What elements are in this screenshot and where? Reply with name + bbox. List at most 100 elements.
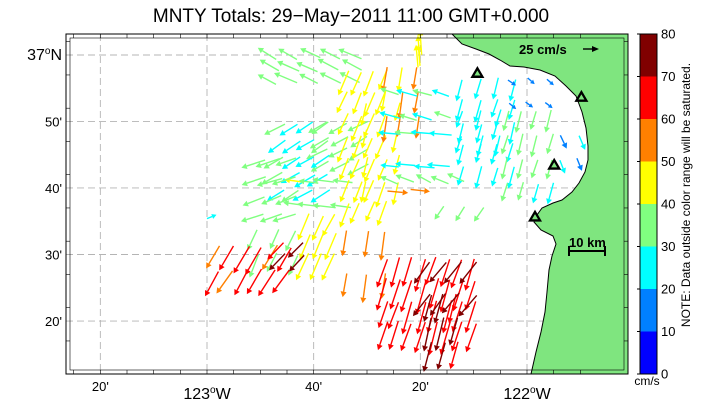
current-vector-head <box>322 229 328 237</box>
current-vector <box>527 77 533 82</box>
latitude-labels: 37oN 50' 40' 30' 20' <box>27 46 62 329</box>
current-vector <box>272 139 286 151</box>
current-vector <box>518 182 525 196</box>
current-vector-head <box>473 215 480 222</box>
current-vector-head <box>337 128 344 136</box>
current-vector <box>312 121 328 131</box>
current-vector-head <box>441 327 448 334</box>
current-vector <box>476 166 483 184</box>
current-vector-head <box>329 202 336 209</box>
current-vector <box>352 115 363 137</box>
current-vector <box>429 321 438 351</box>
colorbar-segment <box>640 331 657 374</box>
current-vector-head <box>463 284 470 291</box>
current-vector-head <box>546 198 552 205</box>
current-vector-head <box>233 267 239 274</box>
current-vector-head <box>474 182 481 189</box>
current-vector-head <box>312 177 319 184</box>
current-vector <box>492 167 499 182</box>
current-vector-head <box>413 347 420 354</box>
current-vector <box>249 268 263 290</box>
current-vector-head <box>248 271 255 278</box>
current-vector <box>518 159 524 174</box>
current-vector-head <box>362 152 369 159</box>
current-vector-head <box>389 303 395 310</box>
current-vector <box>301 64 318 73</box>
current-vector <box>467 323 478 348</box>
current-vector <box>291 242 304 255</box>
current-vector-head <box>450 282 456 289</box>
current-vector-head <box>309 273 316 281</box>
current-vector-head <box>365 215 371 222</box>
current-vector <box>475 78 482 95</box>
current-vector-head <box>392 168 399 175</box>
current-vector <box>493 77 499 95</box>
current-vector-head <box>267 253 274 260</box>
current-vector-head <box>332 177 339 184</box>
current-vector <box>438 342 446 365</box>
colorbar-tick-label: 10 <box>661 324 675 339</box>
current-vector <box>339 113 349 131</box>
current-vector <box>365 158 376 178</box>
current-vector-head <box>424 187 430 194</box>
current-vector-head <box>379 87 387 94</box>
current-vector <box>384 113 401 120</box>
scale-vector: 25 cm/s <box>519 42 599 57</box>
latitude-label: 30' <box>45 248 62 263</box>
current-vector-head <box>341 59 349 65</box>
plot-frame <box>65 33 629 375</box>
current-vector-head <box>547 103 553 109</box>
current-vector-head <box>544 126 550 133</box>
current-vector-head <box>275 199 282 206</box>
current-vector <box>378 200 388 222</box>
current-vector-head <box>413 163 420 170</box>
current-vector <box>250 254 260 273</box>
current-vector <box>260 157 280 166</box>
current-vector <box>430 278 440 305</box>
current-vector <box>383 116 388 138</box>
current-vector-head <box>439 281 446 288</box>
current-vector-head <box>359 119 366 126</box>
current-vector <box>454 278 465 307</box>
latitude-label: 20' <box>45 314 62 329</box>
current-vector-head <box>475 137 481 144</box>
current-vector <box>286 140 301 152</box>
current-vector-head <box>410 129 417 136</box>
current-vector-head <box>474 156 481 164</box>
current-vector <box>311 253 322 276</box>
current-vector-head <box>264 129 271 135</box>
current-vector-head <box>324 253 330 261</box>
current-vector <box>414 91 420 109</box>
current-vector-head <box>577 164 583 171</box>
current-vector <box>510 122 516 140</box>
current-vector <box>352 120 369 130</box>
current-vector-head <box>456 179 463 186</box>
current-vector-head <box>242 200 249 207</box>
current-vector <box>265 171 283 183</box>
current-vector-head <box>271 179 278 186</box>
current-vector-head <box>352 196 359 204</box>
current-vector <box>476 110 482 126</box>
current-vector <box>219 270 234 290</box>
current-vector-head <box>426 161 433 168</box>
current-vector <box>420 176 432 184</box>
current-vector-head <box>289 265 296 272</box>
current-vector-head <box>410 83 417 90</box>
colorbar-tick-label: 80 <box>661 27 675 42</box>
current-vector <box>544 101 550 107</box>
radar-station-marker-inner <box>532 214 538 220</box>
current-vector-head <box>491 93 498 100</box>
current-vector <box>301 234 311 255</box>
current-vector-head <box>376 343 383 351</box>
current-vector <box>415 50 419 68</box>
latitude-label: 37oN <box>27 46 62 64</box>
current-vector <box>268 123 286 133</box>
current-vector-head <box>349 217 356 224</box>
current-vector <box>283 123 298 134</box>
current-vector-head <box>402 189 409 196</box>
current-vector-head <box>530 172 537 179</box>
current-vector-head <box>312 202 319 209</box>
current-vector <box>381 89 387 107</box>
current-vector <box>432 164 450 168</box>
current-vector <box>496 109 502 123</box>
